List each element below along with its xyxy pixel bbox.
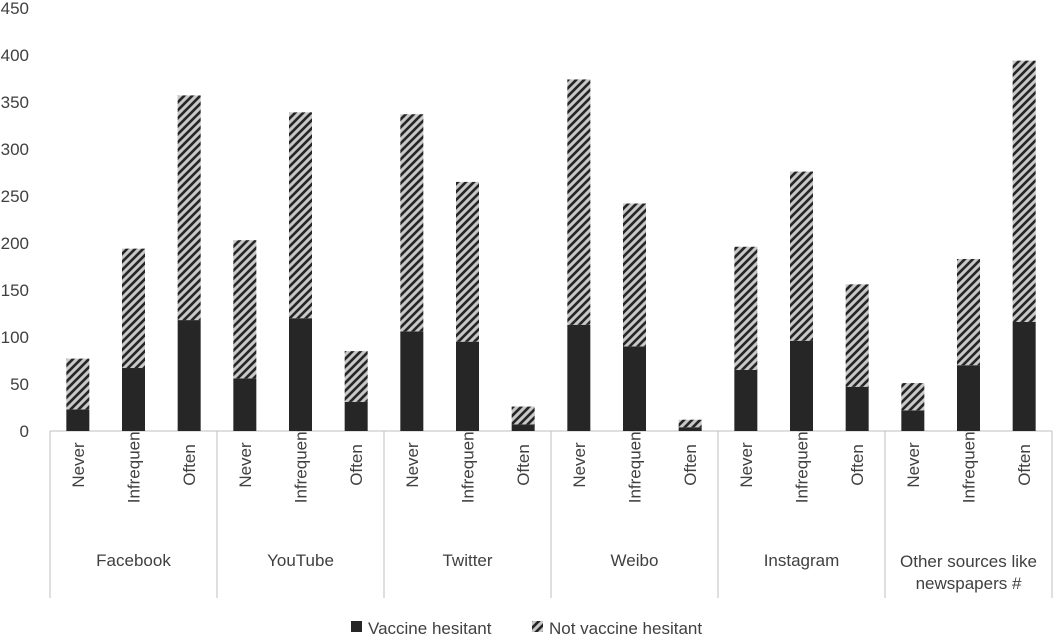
group-label: Twitter [442,551,492,570]
y-tick-label: 150 [1,281,29,300]
bar-not-vaccine-hesitant [678,419,702,428]
bars [66,60,1036,431]
bar-not-vaccine-hesitant [344,351,368,402]
bar-not-vaccine-hesitant [456,181,479,342]
bar-not-vaccine-hesitant [289,112,312,319]
bar-vaccine-hesitant [901,410,925,431]
group-label: Facebook [96,551,171,570]
category-label: Often [347,444,366,486]
bar-vaccine-hesitant [289,318,312,431]
bar-not-vaccine-hesitant [66,358,90,410]
legend-swatch-not-vaccine-hesitant [532,621,543,632]
bar-not-vaccine-hesitant [400,114,424,332]
bar-vaccine-hesitant [567,324,591,431]
y-tick-label: 400 [1,46,29,65]
category-label: Infrequent [793,426,812,503]
bar-vaccine-hesitant [957,365,980,431]
bar-not-vaccine-hesitant [957,258,980,366]
y-tick-label: 350 [1,93,29,112]
bar-vaccine-hesitant [456,341,479,431]
bar-vaccine-hesitant [177,320,201,431]
category-label: Never [236,442,255,488]
category-label: Often [848,444,867,486]
group-label: newspapers # [916,574,1022,593]
category-label: Infrequent [626,426,645,503]
bar-vaccine-hesitant [233,378,257,431]
category-label: Infrequent [459,426,478,503]
y-tick-label: 450 [1,0,29,18]
bar-not-vaccine-hesitant [177,95,201,321]
legend-swatch-vaccine-hesitant [351,621,362,632]
group-label: Weibo [611,551,659,570]
category-label: Often [681,444,700,486]
category-label: Never [403,442,422,488]
y-tick-label: 0 [20,422,29,441]
bar-vaccine-hesitant [678,427,702,431]
bar-vaccine-hesitant [734,369,758,431]
bar-not-vaccine-hesitant [790,171,813,341]
bar-vaccine-hesitant [122,368,145,431]
y-tick-label: 100 [1,328,29,347]
category-label: Infrequent [125,426,144,503]
y-tick-label: 250 [1,187,29,206]
y-tick-label: 300 [1,140,29,159]
bar-vaccine-hesitant [790,340,813,431]
legend: Vaccine hesitant Not vaccine hesitant [351,619,702,636]
bar-not-vaccine-hesitant [567,79,591,325]
bar-not-vaccine-hesitant [734,246,758,370]
y-axis: 0 50 100 150 200 250 300 350 400 450 [1,0,29,441]
y-tick-label: 200 [1,234,29,253]
bar-not-vaccine-hesitant [1012,60,1036,322]
category-label: Never [737,442,756,488]
category-label: Infrequent [292,426,311,503]
legend-label-not-vaccine-hesitant: Not vaccine hesitant [549,619,702,636]
bar-not-vaccine-hesitant [233,240,257,379]
bar-not-vaccine-hesitant [845,284,869,387]
x-axis: Never Infrequent Often Facebook Never Infrequ… [49,426,1053,598]
bar-not-vaccine-hesitant [122,248,145,369]
y-tick-label: 50 [10,375,29,394]
category-label: Never [904,442,923,488]
group-label: Other sources like [900,552,1037,571]
bar-vaccine-hesitant [845,386,869,431]
group-label: YouTube [267,551,334,570]
group-label: Instagram [764,551,840,570]
category-label: Never [570,442,589,488]
category-label: Often [514,444,533,486]
legend-label-vaccine-hesitant: Vaccine hesitant [368,619,492,636]
bar-vaccine-hesitant [344,401,368,431]
bar-not-vaccine-hesitant [901,383,925,411]
bar-not-vaccine-hesitant [623,203,646,347]
category-label: Often [1015,444,1034,486]
bar-vaccine-hesitant [623,346,646,431]
bar-vaccine-hesitant [511,424,535,431]
category-label: Never [69,442,88,488]
bar-vaccine-hesitant [400,331,424,431]
bar-vaccine-hesitant [66,409,90,431]
category-label: Infrequent [960,426,979,503]
bar-not-vaccine-hesitant [511,406,535,425]
bar-vaccine-hesitant [1012,321,1036,431]
category-label: Often [180,444,199,486]
